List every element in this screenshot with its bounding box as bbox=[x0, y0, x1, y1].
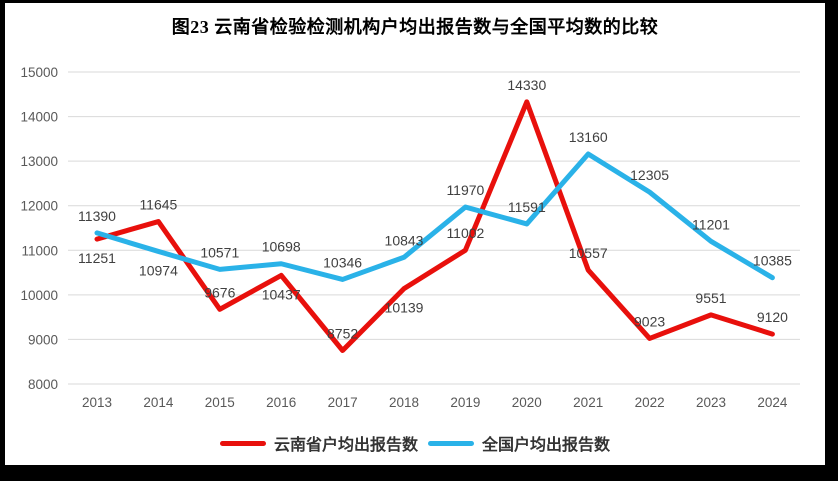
data-point-label: 14330 bbox=[507, 77, 546, 93]
x-tick-label: 2023 bbox=[696, 395, 726, 410]
x-tick-label: 2019 bbox=[450, 395, 480, 410]
x-tick-label: 2015 bbox=[205, 395, 235, 410]
legend-line-swatch-blue bbox=[428, 440, 474, 446]
data-point-label: 13160 bbox=[569, 129, 608, 145]
data-point-label: 12305 bbox=[630, 167, 669, 183]
data-point-label: 10571 bbox=[200, 244, 239, 260]
data-point-label: 11002 bbox=[446, 225, 484, 241]
data-point-label: 10974 bbox=[139, 262, 178, 278]
chart-canvas: 图23 云南省检验检测机构户均出报告数与全国平均数的比较 8000 9000 100… bbox=[5, 3, 825, 465]
data-point-label: 8752 bbox=[327, 325, 358, 341]
y-tick-label: 11000 bbox=[21, 243, 58, 258]
data-point-label: 10557 bbox=[569, 245, 608, 261]
data-point-label: 9676 bbox=[204, 284, 235, 300]
y-tick-label: 9000 bbox=[28, 332, 58, 347]
series-line-national bbox=[94, 151, 775, 282]
legend-item-national: 全国户均出报告数 bbox=[428, 431, 610, 455]
y-tick-label: 10000 bbox=[20, 288, 58, 303]
data-point-label: 9120 bbox=[757, 309, 788, 325]
y-tick-label: 12000 bbox=[20, 199, 58, 214]
x-tick-label: 2018 bbox=[389, 395, 419, 410]
data-point-label: 10346 bbox=[323, 254, 362, 270]
data-point-label: 11591 bbox=[508, 199, 546, 215]
legend-label-national: 全国户均出报告数 bbox=[482, 437, 611, 454]
y-tick-label: 8000 bbox=[28, 377, 58, 392]
chart-title: 图23 云南省检验检测机构户均出报告数与全国平均数的比较 bbox=[171, 17, 659, 37]
data-point-label: 11201 bbox=[692, 216, 730, 232]
data-point-label: 9023 bbox=[634, 313, 665, 329]
y-tick-label: 13000 bbox=[20, 154, 58, 169]
line-chart-plot: 8000 9000 10000 11000 12000 13000 14000 15000 20… bbox=[20, 65, 800, 410]
y-tick-label: 15000 bbox=[20, 65, 58, 80]
y-tick-label: 14000 bbox=[20, 110, 58, 125]
data-point-label: 10843 bbox=[385, 232, 424, 248]
data-point-label: 10698 bbox=[262, 239, 301, 255]
x-tick-label: 2024 bbox=[757, 395, 788, 410]
x-tick-label: 2020 bbox=[512, 395, 542, 410]
data-point-label: 11251 bbox=[78, 250, 116, 266]
legend-label-yunnan: 云南省户均出报告数 bbox=[273, 437, 418, 454]
data-point-label: 10437 bbox=[262, 286, 301, 302]
legend-line-swatch-red bbox=[219, 440, 266, 446]
legend-item-yunnan: 云南省户均出报告数 bbox=[219, 431, 418, 455]
series-line-yunnan bbox=[94, 99, 775, 353]
x-tick-label: 2014 bbox=[143, 395, 174, 410]
data-point-label: 11970 bbox=[446, 182, 484, 198]
data-point-label: 10385 bbox=[753, 253, 792, 269]
data-point-label: 9551 bbox=[695, 290, 726, 306]
x-tick-label: 2021 bbox=[573, 395, 603, 410]
x-tick-label: 2017 bbox=[328, 395, 358, 410]
x-tick-label: 2013 bbox=[82, 395, 112, 410]
data-point-label: 11645 bbox=[139, 197, 177, 213]
x-tick-label: 2016 bbox=[266, 395, 296, 410]
chart-legend: 云南省户均出报告数 全国户均出报告数 bbox=[5, 431, 825, 455]
data-point-label: 10139 bbox=[385, 300, 424, 316]
data-point-label: 11390 bbox=[78, 208, 116, 224]
x-tick-label: 2022 bbox=[635, 395, 665, 410]
